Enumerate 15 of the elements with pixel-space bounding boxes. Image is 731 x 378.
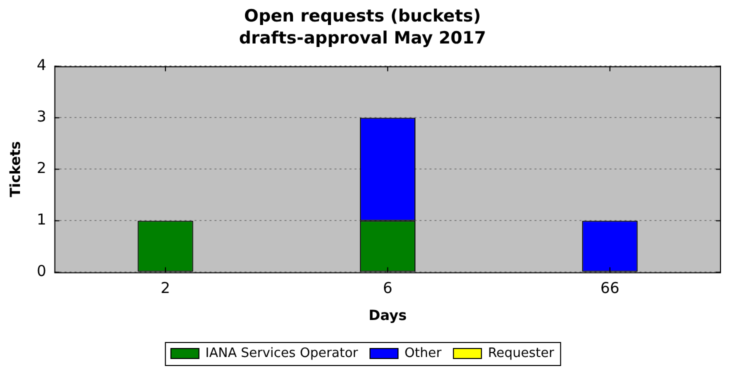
legend-label: Requester [488,346,555,361]
y-axis-title: Tickets [8,141,24,198]
x-tick-label: 66 [600,279,620,298]
y-tick-label: 0 [36,262,46,280]
y-tick-label: 3 [36,108,46,126]
legend-label: IANA Services Operator [205,346,359,361]
y-tick-label: 2 [36,159,46,178]
legend-label: Other [404,346,442,361]
chart-title: Open requests (buckets) [244,6,481,26]
chart-subtitle: drafts-approval May 2017 [238,28,486,49]
x-axis-title: Days [368,308,407,324]
y-tick-label: 4 [36,56,46,74]
y-tick-label: 1 [36,210,46,229]
x-tick-label: 6 [382,279,392,298]
x-tick-label: 2 [160,279,170,298]
